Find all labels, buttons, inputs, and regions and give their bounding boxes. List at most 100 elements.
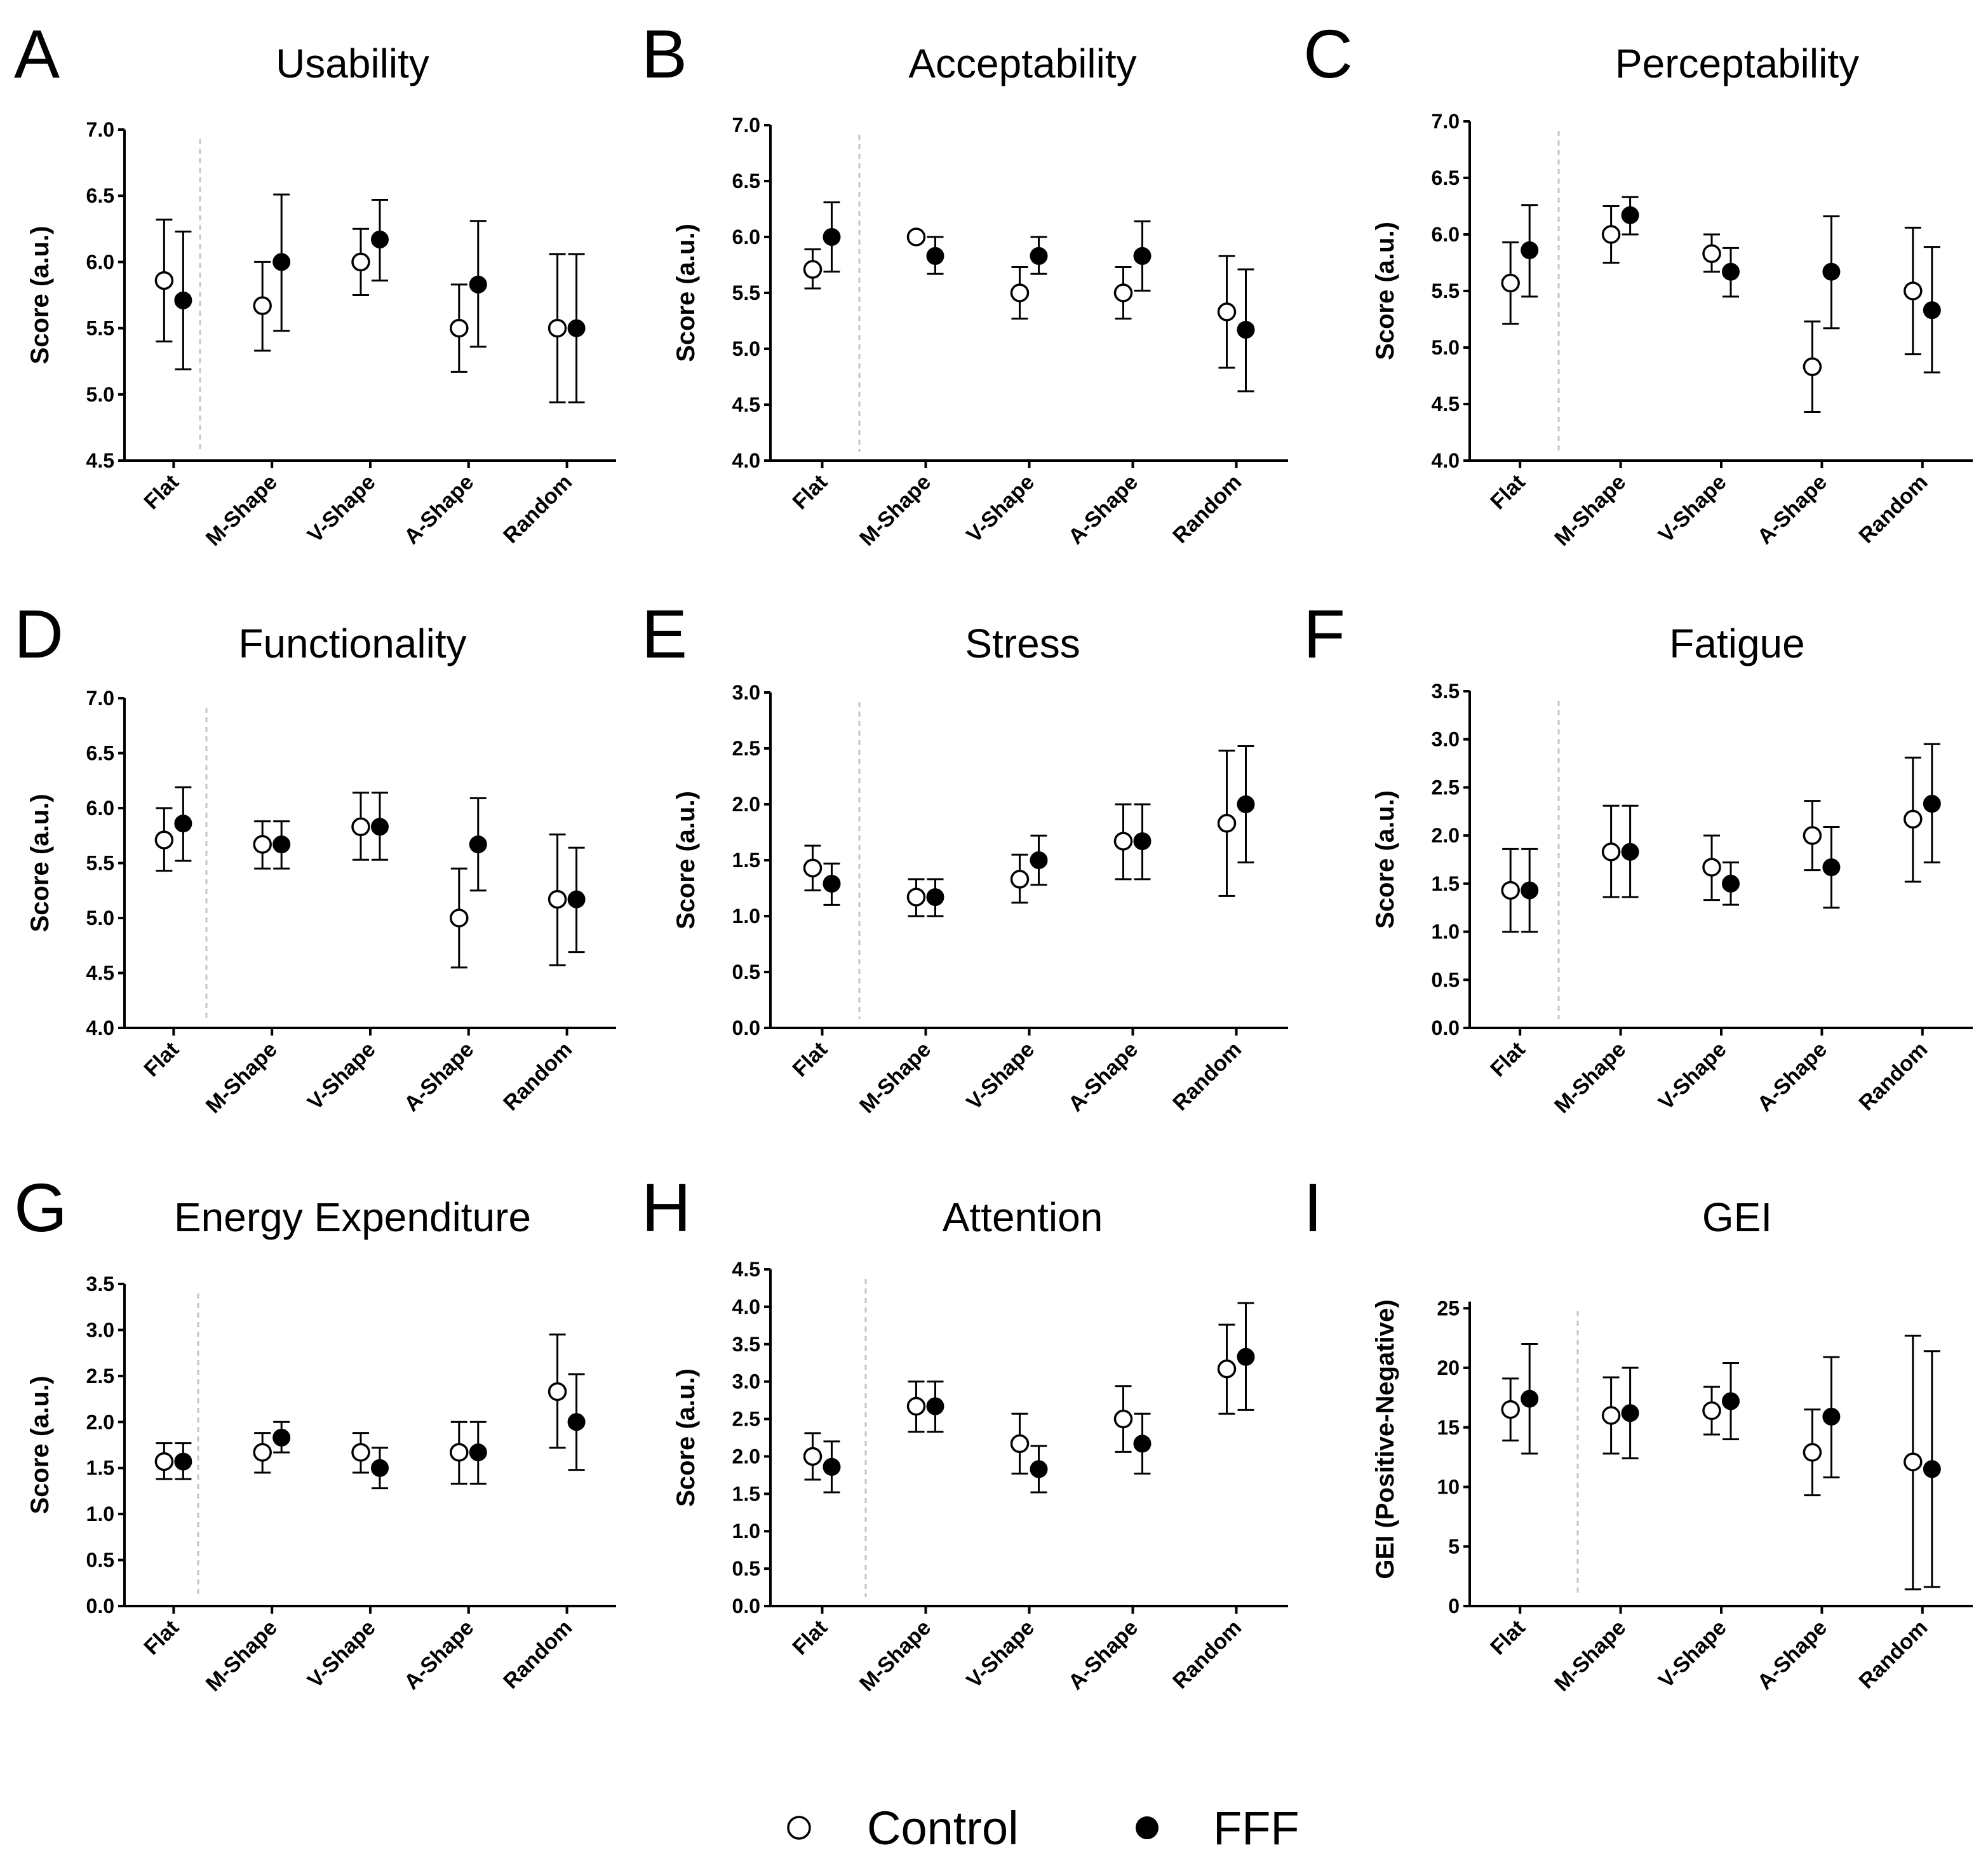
panel-h: H Attention Score (a.u.) 0.0 0.5 1.0 1.5 2.0 2.5… [641, 1169, 1288, 1696]
fff-point [174, 1452, 192, 1471]
control-point [1904, 1452, 1923, 1471]
y-tick-label: 5.0 [86, 907, 114, 929]
fff-point [1237, 1347, 1255, 1366]
panel-title: Perceptability [1615, 41, 1859, 86]
control-point [351, 1443, 370, 1462]
panels: A Usability Score (a.u.) 4.5 5.0 5.5 6.0 6.5 7.0… [14, 15, 1973, 1696]
panel-title: Stress [965, 621, 1080, 666]
fff-point [1822, 262, 1841, 281]
fff-point [1621, 206, 1639, 224]
control-point [803, 1447, 823, 1466]
fff-point [1521, 241, 1539, 259]
fff-point [469, 275, 487, 294]
x-category-label: V-Shape [962, 470, 1039, 548]
y-tick-label: 3.5 [732, 1333, 760, 1356]
y-tick-label: 4.5 [86, 449, 114, 472]
x-category-label: A-Shape [1753, 470, 1832, 549]
fff-point [567, 1413, 586, 1431]
y-tick-label: 3.5 [1432, 680, 1460, 703]
panel-i: I GEI GEI (Positive-Negative) 0 5 10 15 20 25 Fla… [1303, 1169, 1973, 1696]
x-category-label: M-Shape [1550, 1616, 1630, 1696]
y-tick-label: 4.0 [732, 1295, 760, 1318]
y-tick-label: 5.5 [732, 281, 760, 304]
panel-c: C Perceptability Score (a.u.) 4.0 4.5 5.0 5.5 6… [1303, 15, 1973, 551]
y-tick-label: 6.5 [1432, 166, 1460, 189]
control-point [1501, 273, 1520, 293]
panel-g: G Energy Expenditure Score (a.u.) 0.0 0.5 1.0… [14, 1169, 616, 1696]
x-category-label: Random [1854, 1037, 1932, 1116]
control-point [253, 296, 272, 315]
x-category-label: Flat [1486, 470, 1530, 515]
control-point [351, 817, 370, 837]
y-tick-label: 7.0 [86, 687, 114, 710]
panel-letter: F [1303, 595, 1345, 672]
x-category-label: V-Shape [962, 1037, 1039, 1115]
y-tick-label: 1.0 [86, 1502, 114, 1525]
y-tick-label: 3.0 [732, 1370, 760, 1393]
x-category-label: A-Shape [1064, 470, 1143, 549]
x-category-label: Random [499, 1037, 577, 1116]
x-category-label: Random [1168, 1616, 1246, 1694]
y-axis-label: Score (a.u.) [26, 226, 54, 365]
fff-point [272, 253, 291, 271]
control-point [906, 888, 926, 907]
y-tick-label: 20 [1437, 1356, 1460, 1379]
panel-f: F Fatigue Score (a.u.) 0.0 0.5 1.0 1.5 2.0 2.5 3.… [1303, 595, 1973, 1118]
fff-point [1722, 874, 1740, 893]
fff-point [1923, 301, 1941, 320]
x-category-label: Random [1168, 1037, 1246, 1116]
fff-point [371, 818, 389, 836]
fff-point [1133, 1435, 1152, 1453]
y-axis-label: Score (a.u.) [1371, 790, 1399, 929]
control-point [906, 1396, 926, 1416]
y-tick-label: 1.0 [732, 1520, 760, 1543]
control-point [154, 271, 174, 290]
control-point [547, 1382, 567, 1401]
y-tick-label: 5.0 [1432, 336, 1460, 359]
y-tick-label: 6.0 [1432, 223, 1460, 246]
x-category-label: A-Shape [1753, 1037, 1832, 1116]
panel-b: B Acceptability Score (a.u.) 4.0 4.5 5.0 5.5 6.… [641, 15, 1288, 551]
y-tick-label: 6.0 [86, 250, 114, 273]
x-category-label: M-Shape [201, 1037, 282, 1118]
control-point [1217, 814, 1237, 833]
fff-point [1822, 858, 1841, 877]
panel-title: Usability [276, 41, 429, 86]
fff-point [1822, 1407, 1841, 1426]
fff-point [823, 228, 841, 246]
y-tick-label: 0.0 [86, 1595, 114, 1617]
y-tick-label: 2.0 [732, 793, 760, 816]
control-point [1010, 283, 1030, 302]
y-tick-label: 0.5 [732, 961, 760, 983]
control-point [1113, 1409, 1133, 1429]
control-point [154, 1452, 174, 1471]
fff-point [1133, 832, 1152, 851]
legend-control-label: Control [867, 1802, 1019, 1854]
x-category-label: Random [1168, 470, 1246, 548]
fff-point [272, 1428, 291, 1447]
fff-point [926, 246, 944, 265]
x-category-label: V-Shape [1654, 1037, 1731, 1115]
x-category-label: A-Shape [1753, 1616, 1832, 1694]
y-axis-label: Score (a.u.) [672, 224, 700, 362]
fff-point [1923, 1460, 1941, 1478]
x-category-label: M-Shape [855, 1616, 936, 1696]
y-tick-label: 4.0 [1432, 449, 1460, 472]
x-category-label: M-Shape [855, 470, 936, 551]
control-point [1803, 1443, 1822, 1462]
control-point [1601, 842, 1621, 861]
x-category-label: M-Shape [201, 470, 282, 551]
y-tick-label: 25 [1437, 1297, 1460, 1320]
control-point [1501, 1400, 1520, 1419]
y-tick-label: 2.0 [732, 1445, 760, 1468]
panel-letter: H [641, 1169, 691, 1246]
fff-point [272, 835, 291, 854]
x-category-label: Flat [788, 470, 833, 515]
x-category-label: Random [1854, 470, 1932, 548]
y-tick-label: 3.0 [1432, 728, 1460, 751]
y-tick-label: 2.5 [86, 1365, 114, 1388]
y-tick-label: 2.0 [1432, 824, 1460, 847]
control-point [154, 830, 174, 849]
fff-point [1621, 842, 1639, 861]
y-tick-label: 6.5 [86, 742, 114, 765]
